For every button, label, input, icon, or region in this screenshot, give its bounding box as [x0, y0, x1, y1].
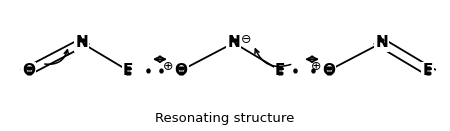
Text: ⊕: ⊕	[163, 60, 174, 73]
Text: O: O	[22, 63, 35, 78]
Text: Resonating structure: Resonating structure	[155, 112, 295, 125]
Text: N: N	[375, 35, 388, 50]
Text: O: O	[322, 63, 335, 78]
Text: F: F	[275, 63, 285, 78]
Text: ⊕: ⊕	[311, 60, 322, 73]
Text: N: N	[227, 35, 240, 50]
Text: F: F	[123, 63, 133, 78]
Text: N: N	[75, 35, 88, 50]
Text: O: O	[175, 63, 187, 78]
Text: F: F	[423, 63, 433, 78]
Text: ⊖: ⊖	[241, 33, 252, 46]
